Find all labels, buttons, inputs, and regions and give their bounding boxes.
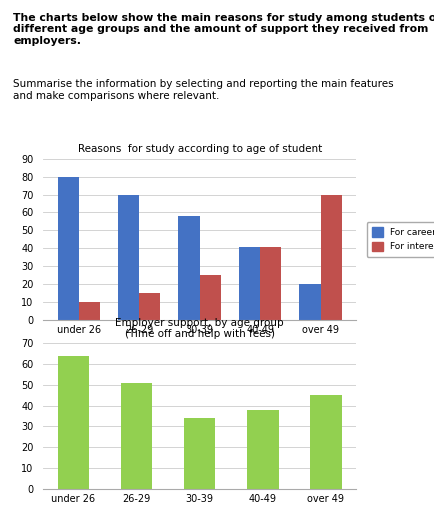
Text: The charts below show the main reasons for study among students of
different age: The charts below show the main reasons f… <box>13 13 434 46</box>
Bar <box>58 355 89 489</box>
Bar <box>200 275 221 320</box>
Bar <box>118 195 139 320</box>
Text: Summarise the information by selecting and reporting the main features
and make : Summarise the information by selecting a… <box>13 79 394 101</box>
Title: Reasons  for study according to age of student: Reasons for study according to age of st… <box>78 144 322 154</box>
Bar <box>310 395 342 489</box>
Bar <box>299 284 321 320</box>
Bar <box>178 216 200 320</box>
Bar <box>260 247 281 320</box>
Bar <box>139 293 160 320</box>
Bar <box>247 410 279 489</box>
Bar <box>184 418 215 489</box>
Bar <box>321 195 342 320</box>
Title: Employer support, by age group
(Time off and help with fees): Employer support, by age group (Time off… <box>115 318 284 339</box>
Bar <box>239 247 260 320</box>
Legend: For career, For interest: For career, For interest <box>367 222 434 257</box>
Bar <box>58 177 79 320</box>
Bar <box>79 302 100 320</box>
Bar <box>121 382 152 489</box>
